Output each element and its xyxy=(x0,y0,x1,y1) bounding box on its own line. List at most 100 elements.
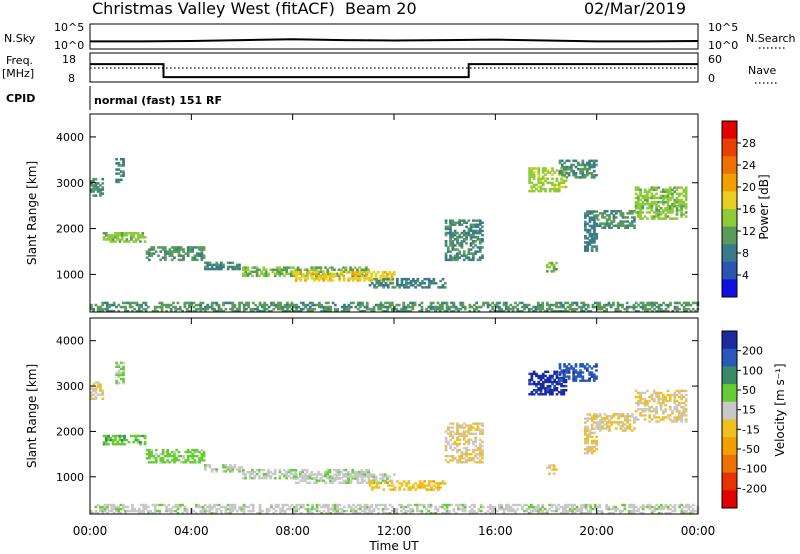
data-cell xyxy=(288,303,292,307)
data-cell xyxy=(659,190,663,193)
data-cell xyxy=(574,176,578,179)
data-cell xyxy=(612,303,615,307)
data-cell xyxy=(598,429,602,432)
data-cell xyxy=(317,275,321,278)
data-cell xyxy=(414,482,417,485)
data-cell xyxy=(474,422,477,425)
data-cell xyxy=(395,309,399,313)
data-cell xyxy=(684,192,688,196)
data-cell xyxy=(646,309,649,313)
data-cell xyxy=(195,246,199,249)
data-cell xyxy=(456,450,459,454)
data-cell xyxy=(639,209,642,212)
data-cell xyxy=(641,305,645,309)
data-cell xyxy=(555,179,559,182)
data-cell xyxy=(256,305,260,309)
data-cell xyxy=(664,194,667,198)
data-cell xyxy=(248,472,252,476)
data-cell xyxy=(110,507,114,511)
data-cell xyxy=(502,507,506,511)
data-cell xyxy=(639,401,642,405)
data-cell xyxy=(472,231,475,235)
data-cell xyxy=(384,505,387,509)
data-cell xyxy=(596,305,599,309)
data-cell xyxy=(634,410,638,413)
data-cell xyxy=(201,509,205,513)
data-cell xyxy=(682,395,686,399)
data-cell xyxy=(539,181,543,185)
data-cell xyxy=(546,270,549,273)
data-cell xyxy=(324,301,328,305)
data-cell xyxy=(182,455,185,458)
data-cell xyxy=(548,307,551,311)
data-cell xyxy=(639,395,642,399)
data-cell xyxy=(318,305,321,309)
data-cell xyxy=(386,279,389,282)
data-cell xyxy=(449,444,452,448)
data-cell xyxy=(238,468,241,471)
data-cell xyxy=(527,505,531,509)
data-cell xyxy=(459,301,463,305)
data-cell xyxy=(208,267,212,271)
data-cell xyxy=(682,200,686,204)
data-cell xyxy=(575,507,579,511)
data-cell xyxy=(564,185,568,189)
data-cell xyxy=(322,273,325,276)
data-cell xyxy=(169,507,173,511)
data-cell xyxy=(143,434,147,438)
data-cell xyxy=(541,382,545,386)
data-cell xyxy=(393,507,396,511)
data-cell xyxy=(324,309,328,313)
data-cell xyxy=(118,240,122,243)
data-cell xyxy=(264,274,268,278)
data-cell xyxy=(659,406,663,409)
data-cell xyxy=(94,397,98,400)
data-cell xyxy=(384,305,387,309)
data-cell xyxy=(633,210,636,213)
data-cell xyxy=(467,426,471,429)
data-cell xyxy=(449,233,452,237)
data-cell xyxy=(451,219,455,222)
data-cell xyxy=(603,216,607,219)
data-cell xyxy=(682,307,686,311)
data-cell xyxy=(150,450,153,454)
data-cell xyxy=(365,301,369,305)
data-cell xyxy=(680,420,683,423)
data-cell xyxy=(659,207,663,210)
data-cell xyxy=(458,233,461,237)
data-cell xyxy=(377,279,381,283)
data-cell xyxy=(150,252,153,255)
data-cell xyxy=(315,268,318,271)
data-cell xyxy=(595,363,598,366)
data-cell xyxy=(511,309,515,313)
data-cell xyxy=(639,217,642,220)
data-cell xyxy=(117,363,121,366)
data-cell xyxy=(680,205,683,208)
data-cell xyxy=(664,207,667,210)
data-cell xyxy=(152,455,156,458)
data-cell xyxy=(678,192,681,196)
data-cell xyxy=(673,418,677,421)
data-cell xyxy=(591,305,595,309)
data-cell xyxy=(557,183,561,187)
data-cell xyxy=(148,455,151,458)
data-cell xyxy=(292,468,295,472)
data-cell xyxy=(166,461,169,464)
data-cell xyxy=(555,301,558,305)
data-cell xyxy=(94,194,98,197)
data-cell xyxy=(610,421,613,424)
data-cell xyxy=(630,212,634,215)
data-cell xyxy=(650,186,654,189)
data-cell xyxy=(286,301,289,305)
data-cell xyxy=(601,222,604,225)
data-cell xyxy=(596,509,599,513)
data-cell xyxy=(301,477,305,480)
data-cell xyxy=(590,224,594,228)
data-cell xyxy=(220,265,223,269)
data-cell xyxy=(576,371,580,374)
data-cell xyxy=(326,472,330,476)
data-cell xyxy=(370,273,373,276)
data-cell xyxy=(655,211,658,214)
data-cell xyxy=(449,426,452,429)
data-cell xyxy=(200,453,204,456)
